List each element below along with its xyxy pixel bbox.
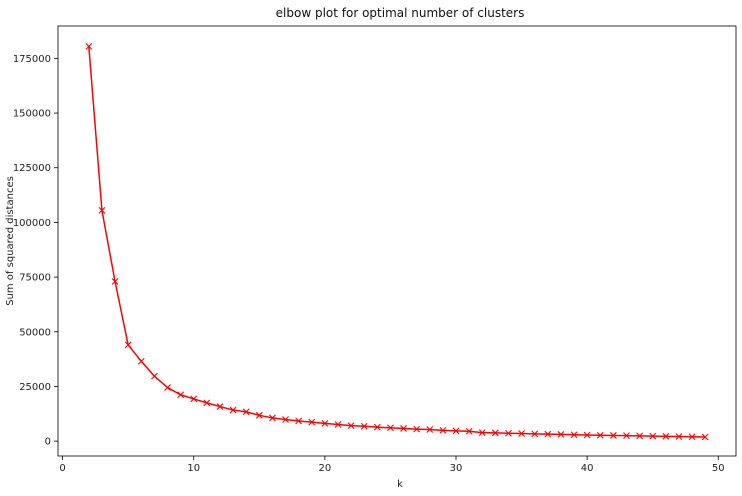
data-point [413, 425, 421, 433]
data-point [373, 423, 381, 431]
data-point [269, 414, 276, 422]
x-axis-label: k [397, 479, 403, 490]
y-tick-label: 150000 [13, 109, 51, 120]
data-point [609, 432, 617, 439]
data-point [216, 403, 224, 410]
data-point [675, 433, 683, 440]
data-point [360, 422, 368, 430]
data-point [295, 417, 303, 425]
data-point [282, 416, 289, 423]
x-tick-label: 30 [450, 463, 463, 474]
y-axis: 0 25000 50000 75000 100000 125000 150000 175000 [13, 54, 58, 448]
y-tick-label: 0 [45, 437, 51, 448]
data-point [701, 433, 709, 441]
data-point [137, 357, 145, 365]
plot-frame [57, 25, 737, 457]
data-point [203, 399, 211, 407]
chart-title: elbow plot for optimal number of cluster… [276, 6, 525, 20]
x-tick-label: 0 [59, 463, 65, 474]
y-tick-label: 50000 [19, 327, 51, 338]
data-point [570, 431, 578, 439]
data-point [242, 408, 250, 416]
y-tick-label: 75000 [19, 273, 51, 284]
data-point [229, 406, 237, 414]
data-point [649, 432, 657, 440]
y-tick-label: 25000 [19, 382, 51, 393]
data-point [531, 430, 539, 438]
data-point [85, 42, 93, 50]
data-point [439, 427, 447, 434]
data-point [636, 432, 643, 440]
y-axis-label: Sum of squared distances [5, 176, 16, 306]
series-layer [85, 42, 709, 441]
data-point [557, 430, 565, 438]
x-axis: 0 10 20 30 40 50 [59, 456, 725, 474]
data-point [452, 427, 460, 435]
data-point [321, 420, 329, 427]
data-point [426, 426, 434, 433]
data-point [308, 418, 316, 426]
data-point [583, 431, 591, 439]
data-point [124, 341, 132, 349]
data-point [190, 395, 198, 403]
x-tick-label: 40 [581, 463, 594, 474]
data-point [347, 422, 355, 429]
data-point [334, 421, 342, 428]
series-line [88, 46, 706, 438]
data-point [596, 431, 604, 439]
data-point [688, 433, 696, 441]
data-point [478, 429, 486, 436]
data-point [465, 427, 473, 435]
data-point [111, 278, 119, 285]
x-tick-label: 10 [187, 463, 200, 474]
data-point [623, 432, 630, 440]
data-point [400, 425, 407, 432]
data-point [505, 429, 512, 437]
y-tick-label: 175000 [13, 54, 51, 65]
y-tick-label: 100000 [13, 218, 51, 229]
data-point [387, 424, 394, 432]
data-point [662, 432, 670, 440]
data-point [177, 391, 185, 399]
x-tick-label: 50 [712, 463, 725, 474]
data-point [98, 206, 106, 214]
data-point [544, 430, 552, 438]
x-tick-label: 20 [319, 463, 332, 474]
data-point [151, 372, 158, 380]
data-point [255, 411, 263, 419]
data-point [491, 429, 499, 437]
data-point [518, 430, 525, 437]
data-point [164, 384, 171, 391]
y-tick-label: 125000 [13, 163, 51, 174]
